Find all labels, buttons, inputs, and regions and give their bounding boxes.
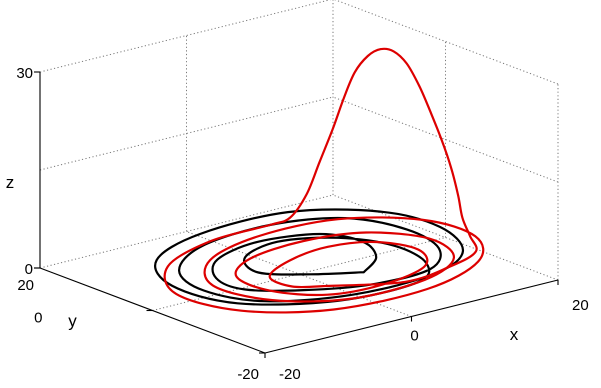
x-tick-label-20: 20	[572, 297, 589, 314]
axes-frame	[34, 71, 559, 358]
y-tick-label-0: 0	[34, 310, 42, 327]
grid-line	[332, 194, 559, 281]
grid-line	[334, 0, 559, 85]
grid-lines	[39, 0, 559, 317]
z-tick-label-0: 0	[25, 261, 33, 278]
x-tick-label-0: 0	[410, 328, 418, 345]
y-tick-label-20: 20	[17, 277, 34, 294]
y-tick-label-neg20: -20	[237, 366, 259, 383]
grid-line	[332, 96, 559, 183]
series-lines	[154, 47, 485, 314]
x-axis-label: x	[510, 325, 519, 344]
y-axis-label: y	[68, 312, 77, 331]
x-tick-label-neg20: -20	[279, 366, 301, 383]
red-trajectory-line	[163, 47, 485, 314]
z-tick-label-30: 30	[16, 65, 33, 82]
black-trajectory-line	[154, 208, 465, 306]
z-axis-label: z	[6, 173, 15, 192]
